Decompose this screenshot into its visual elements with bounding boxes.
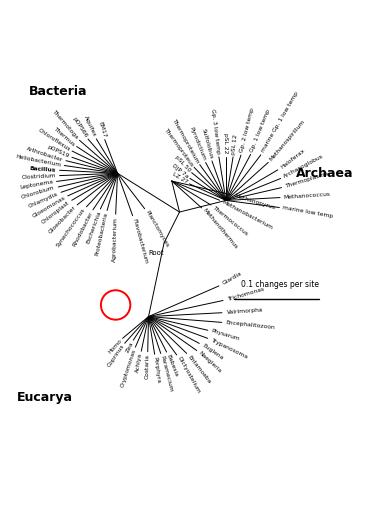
Text: Giardia: Giardia	[222, 271, 243, 286]
Text: Thermus: Thermus	[53, 126, 76, 147]
Text: Archaeoglobus: Archaeoglobus	[283, 154, 324, 179]
Text: Chloroflexus: Chloroflexus	[37, 127, 71, 152]
Text: pOPS66: pOPS66	[71, 116, 89, 139]
Text: Gloeomonas: Gloeomonas	[31, 195, 66, 219]
Text: Planctomyces: Planctomyces	[144, 209, 169, 248]
Text: Gp. 1 low temp: Gp. 1 low temp	[250, 108, 271, 153]
Text: Chlamydia: Chlamydia	[27, 191, 58, 209]
Text: Gp. 3 low temp: Gp. 3 low temp	[211, 109, 221, 155]
Text: Naegleria: Naegleria	[198, 351, 223, 374]
Text: Porphyra: Porphyra	[152, 356, 161, 384]
Text: EM17: EM17	[97, 121, 106, 138]
Text: Escherichia: Escherichia	[85, 210, 102, 245]
Text: pSL 12: pSL 12	[231, 134, 238, 155]
Text: Heliobacterium: Heliobacterium	[15, 154, 62, 168]
Text: pOPS19: pOPS19	[47, 144, 70, 159]
Text: Coprinus: Coprinus	[106, 343, 125, 368]
Text: Zea: Zea	[125, 341, 135, 353]
Text: Thermoproteus: Thermoproteus	[163, 127, 194, 167]
Text: Gp. 2 low temp: Gp. 2 low temp	[239, 107, 255, 153]
Text: pSL 50: pSL 50	[174, 155, 191, 173]
Text: Babesia: Babesia	[165, 353, 179, 377]
Text: Cryptomonas: Cryptomonas	[120, 348, 137, 388]
Text: Bacteria: Bacteria	[28, 85, 87, 99]
Text: Bacillus: Bacillus	[30, 166, 56, 173]
Text: Euglena: Euglena	[201, 343, 223, 361]
Text: Chloroplast: Chloroplast	[41, 200, 71, 225]
Text: Methanospirillum: Methanospirillum	[269, 118, 306, 162]
Text: Thermoplasma: Thermoplasma	[284, 171, 328, 189]
Text: Methanobacterium: Methanobacterium	[222, 199, 274, 231]
Text: Synechococcus: Synechococcus	[56, 207, 87, 248]
Text: Thermoproteium: Thermoproteium	[172, 117, 200, 164]
Text: Physarum: Physarum	[211, 329, 241, 342]
Text: Pyrodictium: Pyrodictium	[189, 126, 207, 161]
Text: marine Gp. 1 low temp: marine Gp. 1 low temp	[261, 91, 300, 154]
Text: Agrobacterium: Agrobacterium	[112, 217, 118, 262]
Text: Aquifex: Aquifex	[83, 115, 97, 138]
Text: Trypanosoma: Trypanosoma	[210, 338, 248, 359]
Text: Trichomonas: Trichomonas	[227, 286, 265, 302]
Text: marine low temp: marine low temp	[282, 205, 333, 219]
Text: Homo: Homo	[107, 338, 123, 355]
Text: Entamoeba: Entamoeba	[187, 354, 212, 384]
Text: Eucarya: Eucarya	[17, 391, 73, 404]
Text: Haloferax: Haloferax	[279, 148, 305, 170]
Text: Vairimorpha: Vairimorpha	[226, 308, 263, 315]
Text: Sulfolobus: Sulfolobus	[200, 128, 213, 159]
Text: 0.1 changes per site: 0.1 changes per site	[241, 281, 319, 290]
Text: Proteobacteria: Proteobacteria	[95, 212, 109, 256]
Text: Methanococcus: Methanococcus	[283, 192, 330, 200]
Text: Encephalitozoon: Encephalitozoon	[226, 320, 276, 330]
Text: LZ 27: LZ 27	[171, 172, 188, 185]
Text: Methanopyrus: Methanopyrus	[234, 193, 276, 210]
Text: Achlya: Achlya	[135, 353, 143, 373]
Text: Thermotoga: Thermotoga	[51, 109, 79, 140]
Text: Gloeobacter: Gloeobacter	[47, 205, 76, 235]
Text: Flavobacterium: Flavobacterium	[131, 218, 148, 264]
Text: Rhodobacter: Rhodobacter	[72, 211, 94, 248]
Text: Leptonema: Leptonema	[19, 179, 53, 190]
Text: Arthrobacter: Arthrobacter	[26, 146, 64, 162]
Text: Paramecium: Paramecium	[159, 355, 173, 392]
Text: DJP 7a: DJP 7a	[171, 163, 189, 179]
Text: Costaria: Costaria	[145, 354, 150, 378]
Text: Clostridium: Clostridium	[21, 173, 56, 180]
Text: Chlorobium: Chlorobium	[21, 186, 55, 200]
Text: Thermococcus: Thermococcus	[212, 204, 249, 236]
Text: pSL 22: pSL 22	[223, 133, 229, 154]
Text: Root: Root	[149, 250, 164, 256]
Text: Dictyostelium: Dictyostelium	[176, 356, 201, 395]
Text: Methanothermus: Methanothermus	[202, 208, 238, 250]
Text: Archaea: Archaea	[296, 167, 353, 180]
